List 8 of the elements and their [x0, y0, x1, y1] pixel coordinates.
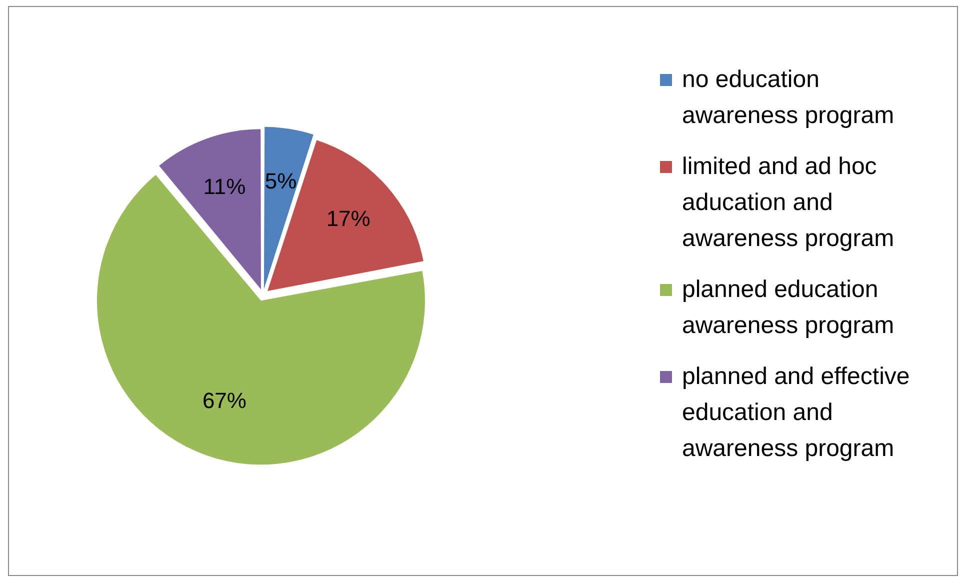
data-label: 11% — [203, 174, 246, 200]
data-label: 5% — [264, 168, 297, 194]
legend-label: no education awareness program — [682, 65, 896, 131]
data-label: 67% — [202, 388, 246, 414]
legend-label: limited and ad hoc aducation and awareness program — [682, 152, 896, 254]
legend-label: planned and effective education and awareness program — [682, 362, 911, 464]
legend-label: planned education awareness program — [682, 275, 896, 341]
data-label: 17% — [326, 206, 370, 231]
